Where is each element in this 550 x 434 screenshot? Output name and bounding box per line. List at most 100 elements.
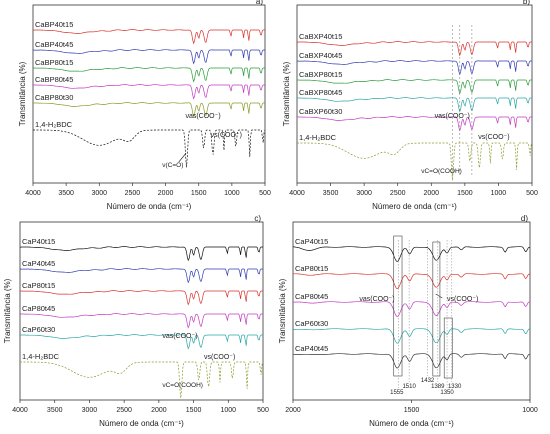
x-tick-label: 3000 bbox=[356, 190, 372, 197]
annotation-label: νC=O(COOH) bbox=[162, 382, 203, 389]
x-tick-label: 4000 bbox=[25, 190, 41, 197]
panel-label: a) bbox=[256, 0, 263, 6]
series-line bbox=[297, 142, 533, 181]
series-line bbox=[33, 102, 265, 118]
peak-label: 1555 bbox=[390, 390, 404, 396]
series-label: CaP80t15 bbox=[22, 281, 55, 290]
series-label: CaP60t30 bbox=[295, 319, 328, 328]
plot-frame bbox=[19, 221, 264, 401]
annotation-label: νs(COO⁻) bbox=[211, 132, 242, 139]
annotation-label: νas(COO⁻) bbox=[359, 296, 394, 303]
series-line bbox=[33, 67, 265, 83]
annotation-arrow bbox=[435, 293, 443, 299]
annotation-label: νas(COO⁻) bbox=[435, 113, 470, 120]
x-tick-label: 3000 bbox=[82, 407, 98, 414]
highlight-box bbox=[393, 235, 403, 377]
panel-label: b) bbox=[523, 0, 530, 6]
series-label: CaBXP40t45 bbox=[299, 51, 342, 60]
series-line bbox=[292, 353, 531, 369]
x-tick-label: 3000 bbox=[91, 190, 107, 197]
series-label: CaP80t45 bbox=[295, 292, 328, 301]
peak-label: 1350 bbox=[440, 390, 454, 396]
x-tick-label: 3500 bbox=[323, 190, 339, 197]
series-line bbox=[33, 129, 266, 168]
series-label: CaBXP40t15 bbox=[299, 32, 342, 41]
x-tick-label: 4000 bbox=[12, 407, 28, 414]
x-tick-label: 2000 bbox=[151, 407, 167, 414]
series-line bbox=[296, 60, 532, 76]
chart-panel-1: 4000 3500 3000 2500 2000 1500 1000 500 Número de… bbox=[18, 0, 271, 211]
highlight-box bbox=[443, 317, 453, 379]
x-tick-label: 1500 bbox=[186, 407, 202, 414]
plot-frame bbox=[296, 4, 533, 184]
series-label: CaP60t30 bbox=[22, 325, 55, 334]
series-label: 1,4-H₂BDC bbox=[22, 352, 60, 361]
chart-panel-2: 4000 3500 3000 2500 2000 1500 1000 500 Número de… bbox=[282, 0, 538, 211]
annotation-label: νC=O(COOH) bbox=[421, 168, 462, 175]
x-tick-label: 500 bbox=[259, 190, 271, 197]
annotation-arrow bbox=[178, 152, 187, 163]
series-line bbox=[32, 49, 265, 65]
series-label: CaP40t15 bbox=[295, 237, 328, 246]
annotation-label: νs(COO⁻) bbox=[478, 134, 509, 141]
x-tick-label: 2500 bbox=[125, 190, 141, 197]
x-tick-label: 2000 bbox=[423, 190, 439, 197]
x-tick-label: 1500 bbox=[457, 190, 473, 197]
series-label: CaBXP60t30 bbox=[299, 107, 342, 116]
series-label: CaP40t45 bbox=[295, 344, 328, 353]
plot-frame bbox=[292, 221, 531, 401]
x-tick-label: 2000 bbox=[158, 190, 174, 197]
series-label: CaP40t45 bbox=[22, 259, 55, 268]
series-line bbox=[292, 301, 531, 317]
annotation-label: ν(C=O) bbox=[162, 162, 183, 169]
x-tick-label: 1500 bbox=[404, 407, 420, 414]
series-label: CaBP80t15 bbox=[35, 58, 73, 67]
y-axis-label: Transmitância (%) bbox=[278, 278, 287, 343]
series-label: CaBP80t45 bbox=[35, 75, 73, 84]
peak-label: 1432 bbox=[421, 378, 435, 384]
series-label: CaP40t15 bbox=[22, 237, 55, 246]
y-axis-label: Transmitância (%) bbox=[282, 61, 291, 126]
series-label: 1,4-H₂BDC bbox=[299, 133, 337, 142]
x-axis-label: Número de onda (cm⁻¹) bbox=[369, 419, 454, 428]
x-tick-label: 1000 bbox=[224, 190, 240, 197]
x-tick-label: 2500 bbox=[390, 190, 406, 197]
x-tick-label: 1500 bbox=[191, 190, 207, 197]
series-line bbox=[20, 313, 263, 329]
series-line bbox=[20, 290, 263, 306]
series-line bbox=[20, 361, 264, 399]
series-label: 1,4-H₂BDC bbox=[35, 120, 73, 129]
series-line bbox=[297, 116, 532, 132]
series-line bbox=[292, 246, 531, 262]
x-axis-label: Número de onda (cm⁻¹) bbox=[372, 202, 457, 211]
plot-frame bbox=[32, 4, 266, 184]
series-label: CaP80t15 bbox=[295, 264, 328, 273]
x-axis-label: Número de onda (cm⁻¹) bbox=[99, 419, 184, 428]
series-line bbox=[20, 246, 263, 262]
series-label: CaBP40t45 bbox=[35, 40, 73, 49]
annotation-label: νas(COO⁻) bbox=[162, 333, 197, 340]
panel-label: c) bbox=[254, 214, 261, 223]
x-tick-label: 500 bbox=[526, 190, 538, 197]
series-line bbox=[297, 97, 532, 113]
series-line bbox=[20, 334, 263, 350]
x-tick-label: 2500 bbox=[116, 407, 132, 414]
x-tick-label: 1000 bbox=[491, 190, 507, 197]
series-line bbox=[297, 41, 532, 57]
chart-panel-3: 4000 3500 3000 2500 2000 1500 1000 500 Número de… bbox=[3, 214, 269, 428]
x-tick-label: 3500 bbox=[58, 190, 74, 197]
x-tick-label: 4000 bbox=[289, 190, 305, 197]
panel-label: d) bbox=[521, 214, 528, 223]
highlight-box bbox=[432, 241, 441, 377]
annotation-label: νs(COO⁻) bbox=[204, 354, 235, 361]
series-line bbox=[297, 79, 532, 95]
chart-panel-4: 2000 1500 1000 Número de onda (cm⁻¹) Transmi… bbox=[278, 214, 538, 428]
series-label: CaP80t45 bbox=[22, 304, 55, 313]
peak-label: 1510 bbox=[402, 384, 416, 390]
x-axis-label: Número de onda (cm⁻¹) bbox=[107, 202, 192, 211]
x-tick-label: 2000 bbox=[285, 407, 301, 414]
peak-label: 1330 bbox=[448, 384, 462, 390]
series-line bbox=[19, 268, 263, 284]
x-tick-label: 1000 bbox=[220, 407, 236, 414]
